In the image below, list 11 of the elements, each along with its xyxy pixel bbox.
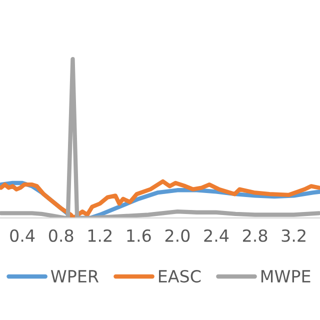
x-tick-label: 2.4 bbox=[204, 229, 229, 242]
x-tick-label: 0.8 bbox=[48, 229, 74, 242]
x-tick-label: 2.0 bbox=[165, 229, 190, 242]
x-tick-label: 2.8 bbox=[243, 229, 268, 242]
legend-label: EASC bbox=[158, 270, 201, 283]
x-tick-label: 3.2 bbox=[282, 229, 306, 242]
x-tick-label: 1.2 bbox=[88, 229, 112, 242]
legend-label: MWPE bbox=[261, 270, 310, 282]
x-tick-label: 0.4 bbox=[10, 229, 35, 242]
legend-label: WPER bbox=[50, 270, 99, 282]
x-tick-label: 1.6 bbox=[127, 229, 151, 242]
